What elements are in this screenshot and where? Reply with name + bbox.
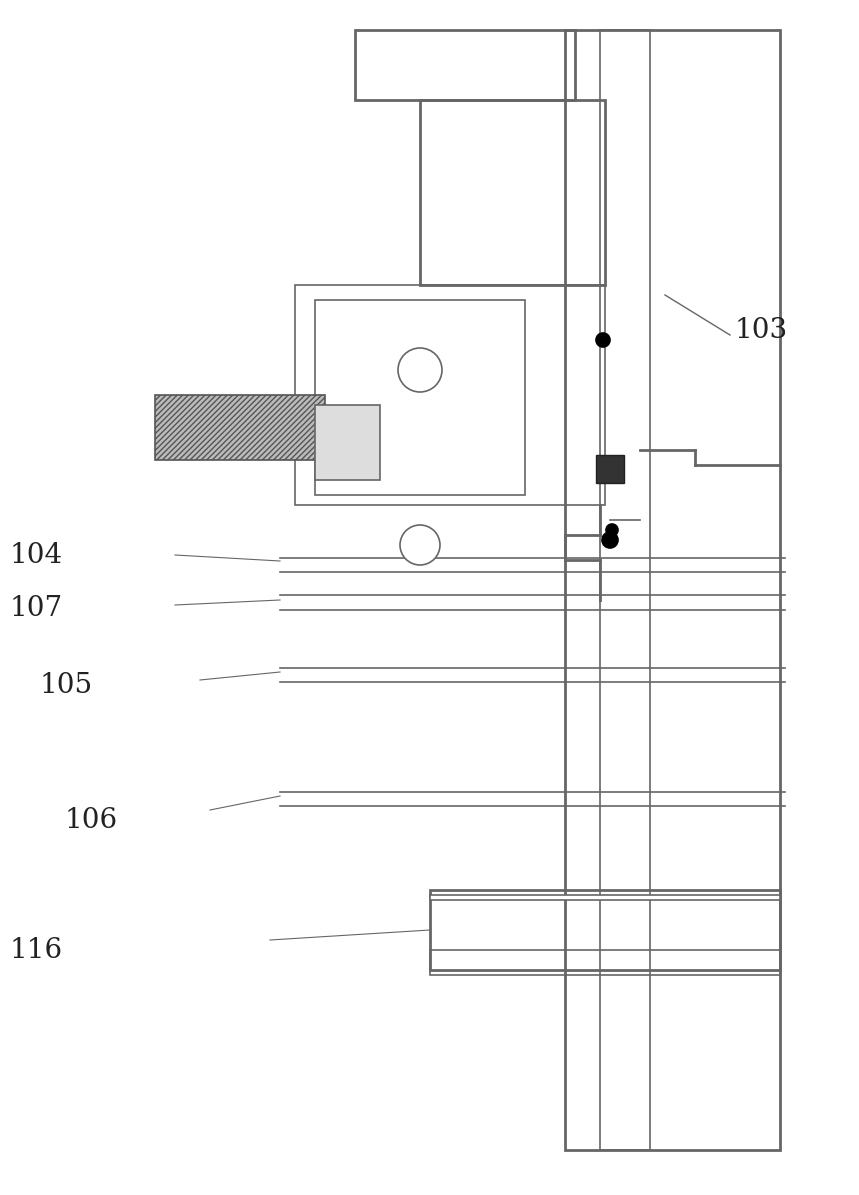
Bar — [430, 950, 780, 975]
Circle shape — [606, 523, 618, 537]
Text: 106: 106 — [65, 807, 119, 833]
Circle shape — [398, 348, 442, 392]
Bar — [155, 396, 325, 460]
Bar — [430, 895, 780, 900]
Circle shape — [602, 532, 618, 549]
Bar — [596, 455, 624, 483]
Text: 103: 103 — [735, 317, 788, 343]
Text: 105: 105 — [40, 672, 93, 699]
Bar — [565, 30, 780, 1150]
Text: 104: 104 — [10, 541, 63, 569]
Bar — [295, 284, 605, 505]
Bar — [315, 300, 525, 495]
Circle shape — [400, 525, 440, 565]
Bar — [600, 30, 650, 1150]
Circle shape — [596, 333, 610, 347]
Bar — [355, 30, 575, 100]
Text: 107: 107 — [10, 594, 64, 621]
Text: 116: 116 — [10, 937, 63, 963]
Bar — [420, 100, 605, 284]
Bar — [430, 890, 780, 970]
Bar — [315, 405, 380, 480]
